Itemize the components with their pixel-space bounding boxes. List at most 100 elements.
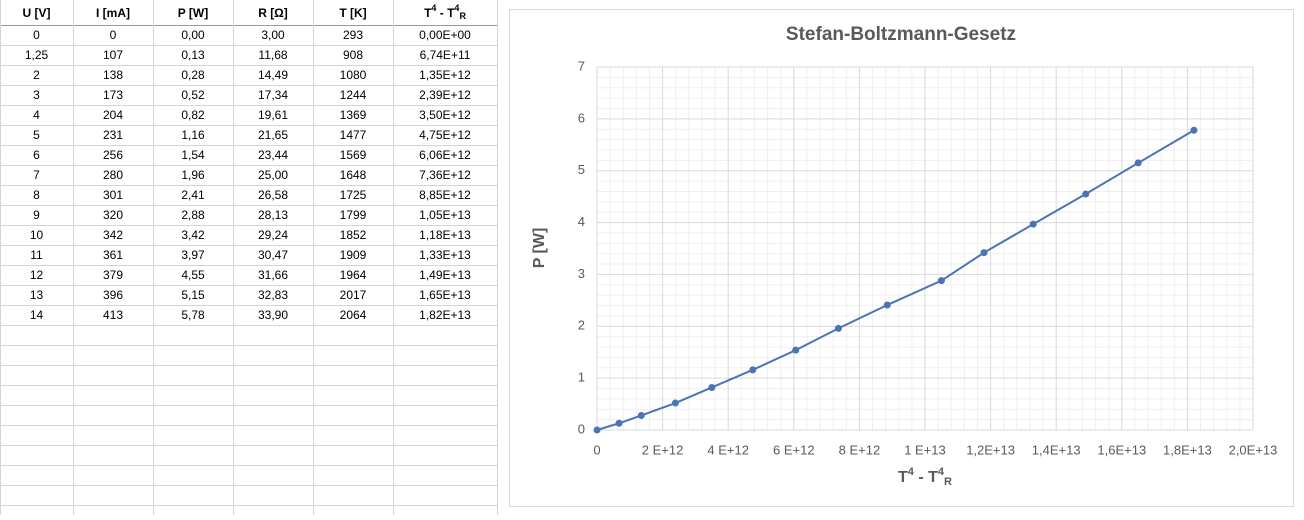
cell: 138 <box>103 68 123 82</box>
cell: 1,33E+13 <box>419 248 471 262</box>
x-tick-label: 4 E+12 <box>707 442 749 457</box>
cell: 5 <box>33 128 40 142</box>
header-part: T <box>424 6 432 20</box>
cell: 3 <box>33 88 40 102</box>
cell: 6,74E+11 <box>420 48 471 62</box>
cell: 14 <box>30 308 44 322</box>
cell: 8,85E+12 <box>419 188 471 202</box>
cell: 2,39E+12 <box>419 88 471 102</box>
cell: 4,75E+12 <box>419 128 471 142</box>
cell: 379 <box>103 268 123 282</box>
cell: 0 <box>33 28 40 42</box>
cell: 320 <box>103 208 123 222</box>
cell: 1,16 <box>181 128 205 142</box>
chart-title: Stefan-Boltzmann-Gesetz <box>786 24 1016 45</box>
cell: 0,00 <box>181 28 205 42</box>
cell: 1964 <box>340 268 367 282</box>
x-tick-label: 2,0E+13 <box>1229 442 1278 457</box>
cell: 301 <box>103 188 123 202</box>
data-point <box>1190 126 1198 134</box>
y-tick-label: 5 <box>578 162 585 177</box>
cell: 5,15 <box>181 288 205 302</box>
cell: 1,35E+12 <box>419 68 471 82</box>
cell: 4,55 <box>181 268 205 282</box>
data-point <box>1029 220 1037 228</box>
cell: 342 <box>103 228 123 242</box>
cell: 3,97 <box>181 248 205 262</box>
y-tick-label: 6 <box>578 110 585 125</box>
x-tick-label: 1,8E+13 <box>1163 442 1212 457</box>
x-tick-label: 6 E+12 <box>773 442 815 457</box>
cell: 173 <box>103 88 123 102</box>
cell: 107 <box>103 48 123 62</box>
y-axis-label: P [W] <box>531 228 548 269</box>
cell: 2,41 <box>181 188 205 202</box>
cell: 1,82E+13 <box>419 308 471 322</box>
cell: 9 <box>33 208 40 222</box>
cell: 21,65 <box>258 128 288 142</box>
data-point <box>980 249 988 257</box>
data-point <box>792 346 800 354</box>
cell: 0,82 <box>181 108 205 122</box>
cell: 1244 <box>340 88 367 102</box>
header-part: 4 <box>431 3 436 13</box>
data-point <box>593 426 601 434</box>
cell: 8 <box>33 188 40 202</box>
data-point <box>749 366 757 374</box>
cell: 1,65E+13 <box>419 288 471 302</box>
cell: 12 <box>30 268 44 282</box>
cell: 0,00E+00 <box>419 28 471 42</box>
column-header: P [W] <box>178 6 208 20</box>
cell: 31,66 <box>258 268 288 282</box>
cell: 1852 <box>340 228 367 242</box>
data-point <box>1082 190 1090 198</box>
column-header: R [Ω] <box>258 6 288 20</box>
data-point <box>708 383 716 391</box>
y-tick-label: 2 <box>578 318 585 333</box>
cell: 32,83 <box>258 288 288 302</box>
cell: 1569 <box>340 148 367 162</box>
cell: 30,47 <box>258 248 288 262</box>
cell: 0,13 <box>181 48 205 62</box>
cell: 1477 <box>340 128 367 142</box>
cell: 17,34 <box>258 88 288 102</box>
data-point <box>937 277 945 285</box>
cell: 1,18E+13 <box>419 228 471 242</box>
header-part: 4 <box>454 3 459 13</box>
cell: 23,44 <box>258 148 288 162</box>
column-header: I [mA] <box>96 6 130 20</box>
cell: 7,36E+12 <box>419 168 471 182</box>
cell: 25,00 <box>258 168 288 182</box>
cell: 1,25 <box>25 48 49 62</box>
cell: 231 <box>103 128 123 142</box>
cell: 413 <box>103 308 123 322</box>
cell: 1,49E+13 <box>419 268 471 282</box>
cell: 6 <box>33 148 40 162</box>
cell: 1909 <box>340 248 367 262</box>
cell: 1,54 <box>181 148 205 162</box>
cell: 2,88 <box>181 208 205 222</box>
cell: 19,61 <box>258 108 288 122</box>
x-tick-label: 0 <box>593 442 600 457</box>
cell: 0,52 <box>181 88 205 102</box>
header-part: R <box>459 11 466 21</box>
data-point <box>671 399 679 407</box>
x-tick-label: 1,6E+13 <box>1097 442 1146 457</box>
chart-area <box>509 9 1294 507</box>
cell: 1080 <box>340 68 367 82</box>
column-header: T4 - T4R <box>424 3 466 21</box>
cell: 3,00 <box>261 28 285 42</box>
cell: 1369 <box>340 108 367 122</box>
cell: 28,13 <box>258 208 288 222</box>
cell: 1725 <box>340 188 367 202</box>
cell: 13 <box>30 288 44 302</box>
data-point <box>883 301 891 309</box>
x-tick-label: 8 E+12 <box>839 442 881 457</box>
x-axis-label: T4 - T4R <box>898 466 952 488</box>
cell: 4 <box>33 108 40 122</box>
cell: 908 <box>343 48 363 62</box>
cell: 2064 <box>340 308 367 322</box>
cell: 33,90 <box>258 308 288 322</box>
data-point <box>834 324 842 332</box>
